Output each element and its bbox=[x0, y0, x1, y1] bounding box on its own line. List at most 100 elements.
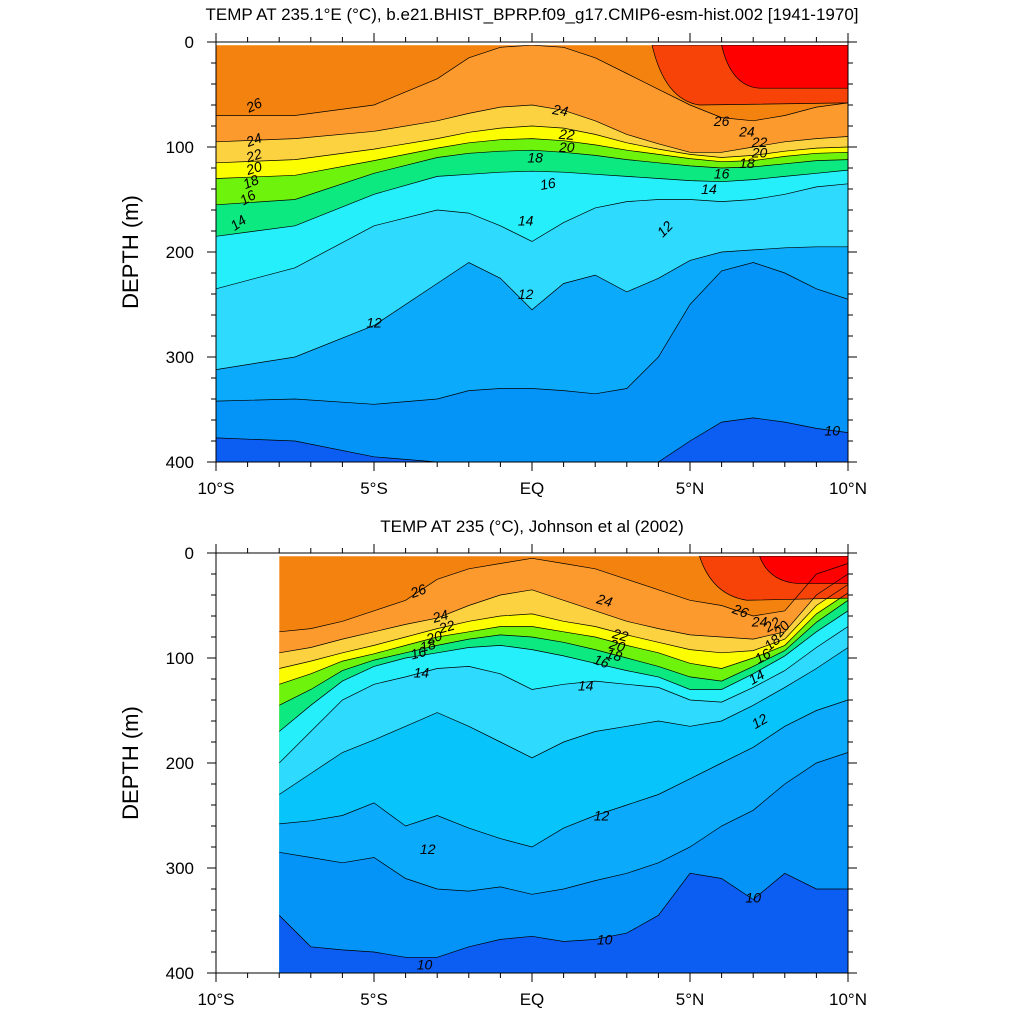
contour-label: 24 bbox=[243, 129, 264, 150]
warm-pool-28 bbox=[721, 45, 848, 89]
x-tick-label: 5°S bbox=[360, 479, 388, 498]
contour-label: 20 bbox=[243, 158, 264, 178]
contour-label: 24 bbox=[430, 606, 450, 626]
isotherm-16 bbox=[279, 610, 848, 732]
y-axis-label: DEPTH (m) bbox=[118, 195, 143, 309]
contour-label: 12 bbox=[749, 710, 771, 732]
isotherm-20 bbox=[216, 138, 848, 179]
x-tick-label: 10°S bbox=[197, 990, 234, 1009]
y-tick-label: 300 bbox=[166, 348, 194, 367]
y-tick-label: 400 bbox=[166, 964, 194, 983]
isotherm-24 bbox=[279, 573, 848, 654]
warm-pool-28 bbox=[759, 556, 848, 584]
contour-label: 20 bbox=[558, 139, 575, 155]
contour-lines bbox=[279, 557, 848, 958]
contour-label: 16 bbox=[539, 174, 557, 192]
isotherm-16 bbox=[216, 169, 848, 237]
contour-label: 22 bbox=[436, 617, 456, 637]
x-tick-label: EQ bbox=[520, 479, 545, 498]
isotherm-24 bbox=[216, 104, 848, 153]
contour-label: 12 bbox=[518, 286, 534, 302]
contour-label: 24 bbox=[550, 101, 569, 120]
isotherm-10 bbox=[279, 872, 848, 958]
contour-label: 22 bbox=[761, 613, 784, 635]
contour-label: 18 bbox=[418, 636, 437, 656]
contour-band-11 bbox=[216, 262, 848, 463]
x-tick-label: 5°N bbox=[676, 990, 705, 1009]
contour-label: 24 bbox=[738, 123, 755, 139]
y-axis-label: DEPTH (m) bbox=[118, 706, 143, 820]
y-tick-label: 400 bbox=[166, 453, 194, 472]
axes: 10°S 5°S EQ 5°N 10°N 0 100 200 300 400 bbox=[166, 33, 867, 498]
contour-label: 14 bbox=[746, 666, 768, 688]
contour-band-10 bbox=[279, 873, 848, 974]
contour-label: 20 bbox=[423, 627, 443, 647]
isotherm-22 bbox=[279, 584, 848, 669]
isotherm-20 bbox=[279, 592, 848, 685]
contour-label: 18 bbox=[527, 150, 543, 166]
isotherm-14 bbox=[279, 626, 848, 764]
x-tick-label: 10°S bbox=[197, 479, 234, 498]
isotherm-18 bbox=[216, 149, 848, 206]
isotherm-13 bbox=[279, 647, 848, 795]
y-tick-label: 100 bbox=[166, 138, 194, 157]
contour-label: 14 bbox=[701, 181, 717, 197]
contour-label: 22 bbox=[243, 145, 264, 165]
y-tick-label: 100 bbox=[166, 649, 194, 668]
x-tick-label: EQ bbox=[520, 990, 545, 1009]
contour-label: 18 bbox=[241, 171, 262, 192]
contour-label: 22 bbox=[751, 134, 768, 150]
contour-label: 16 bbox=[237, 186, 259, 208]
contour-label: 26 bbox=[243, 94, 265, 116]
x-tick-label: 5°S bbox=[360, 990, 388, 1009]
contour-label: 26 bbox=[730, 600, 751, 621]
contour-labels: 2624222018161424222018161426242220181614… bbox=[407, 581, 793, 973]
contour-label: 10 bbox=[417, 957, 433, 973]
y-tick-label: 0 bbox=[185, 33, 194, 52]
contour-label: 16 bbox=[714, 165, 730, 181]
contour-label: 16 bbox=[409, 643, 428, 663]
contour-band-10 bbox=[216, 417, 848, 463]
contour-label: 18 bbox=[739, 155, 755, 171]
chart-title: TEMP AT 235.1°E (°C), b.e21.BHIST_BPRP.f… bbox=[205, 5, 858, 24]
contour-label: 12 bbox=[420, 841, 436, 857]
contour-label: 10 bbox=[824, 423, 840, 439]
contour-label: 22 bbox=[557, 126, 575, 143]
contour-lines bbox=[216, 45, 848, 463]
isotherm-11 bbox=[279, 752, 848, 895]
y-tick-label: 200 bbox=[166, 243, 194, 262]
contour-label: 26 bbox=[713, 113, 730, 129]
contour-label: 18 bbox=[605, 645, 624, 665]
contour-label: 12 bbox=[366, 314, 382, 330]
isotherm-12 bbox=[216, 246, 848, 370]
contour-label: 16 bbox=[752, 645, 774, 667]
y-tick-label: 200 bbox=[166, 754, 194, 773]
isotherm-11 bbox=[216, 262, 848, 405]
isotherm-12 bbox=[279, 699, 848, 848]
contour-label: 14 bbox=[578, 677, 594, 693]
contour-label: 10 bbox=[745, 889, 761, 905]
contour-fills bbox=[216, 45, 848, 463]
isotherm-26 bbox=[216, 45, 848, 122]
contour-label: 16 bbox=[591, 651, 611, 671]
contour-label: 24 bbox=[594, 590, 614, 610]
y-tick-label: 0 bbox=[185, 544, 194, 563]
contour-label: 14 bbox=[414, 665, 430, 681]
contour-label: 20 bbox=[607, 635, 627, 655]
isotherm-26 bbox=[279, 557, 848, 633]
contour-label: 26 bbox=[407, 581, 428, 602]
contour-label: 20 bbox=[751, 144, 768, 160]
isotherm-18 bbox=[279, 600, 848, 706]
contour-label: 24 bbox=[751, 613, 768, 629]
contour-label: 10 bbox=[597, 931, 613, 947]
x-tick-label: 5°N bbox=[676, 479, 705, 498]
contour-label: 14 bbox=[518, 213, 534, 229]
x-tick-label: 10°N bbox=[829, 990, 867, 1009]
isotherm-22 bbox=[216, 125, 848, 164]
axes: 10°S 5°S EQ 5°N 10°N 0 100 200 300 400 bbox=[166, 544, 867, 1009]
contour-panel-model: TEMP AT 235.1°E (°C), b.e21.BHIST_BPRP.f… bbox=[118, 5, 867, 498]
contour-panel-observed: TEMP AT 235 (°C), Johnson et al (2002) D… bbox=[118, 517, 867, 1009]
contour-label: 12 bbox=[594, 808, 610, 824]
x-tick-label: 10°N bbox=[829, 479, 867, 498]
